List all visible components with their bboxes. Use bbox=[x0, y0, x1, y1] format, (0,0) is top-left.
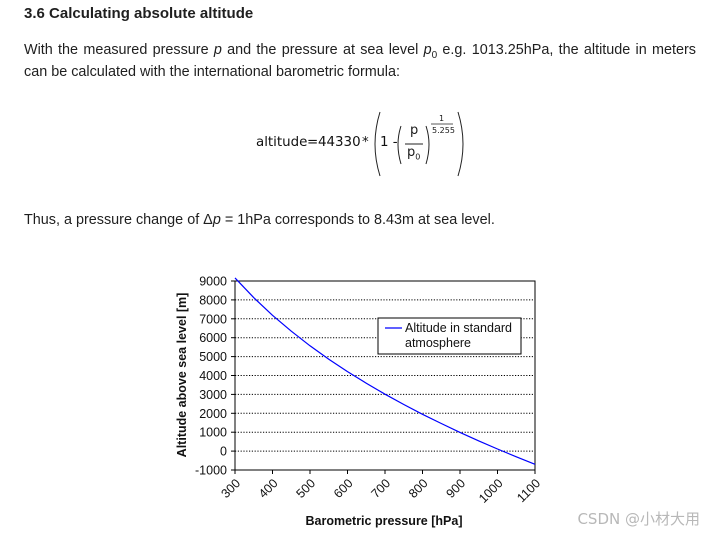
formula-numerator: p bbox=[410, 123, 419, 138]
formula-denominator-sub: 0 bbox=[415, 152, 421, 162]
intro-paragraph: With the measured pressure p and the pre… bbox=[24, 42, 696, 80]
pressure-change-sentence: Thus, a pressure change of Δp = 1hPa cor… bbox=[24, 212, 495, 228]
intro-text-1: With the measured pressure bbox=[24, 42, 214, 58]
intro-text-2: and the pressure at sea level bbox=[221, 42, 424, 58]
y-tick-label: 5000 bbox=[199, 350, 227, 364]
formula-times: * bbox=[362, 135, 369, 150]
series-line-altitude bbox=[234, 277, 536, 465]
y-axis-label: Altitude above sea level [m] bbox=[175, 293, 189, 458]
x-tick-label: 500 bbox=[293, 476, 318, 501]
legend-box bbox=[377, 317, 522, 355]
y-tick-label: 2000 bbox=[199, 407, 227, 421]
formula-coefficient: 44330 bbox=[318, 135, 361, 150]
y-axis-ticks: 9000 8000 7000 6000 5000 4000 3000 2000 1000 0 -10… bbox=[195, 275, 235, 478]
x-tick-label: 800 bbox=[406, 476, 431, 501]
y-tick-label: 7000 bbox=[199, 312, 227, 326]
var-p0: p bbox=[423, 42, 432, 58]
x-axis-label: Barometric pressure [hPa] bbox=[305, 514, 462, 528]
y-tick-label: 3000 bbox=[199, 388, 227, 402]
formula-equals: = bbox=[307, 135, 319, 150]
sentence-text-2: = 1hPa corresponds to 8.43m at sea level… bbox=[220, 212, 495, 228]
y-tick-label: -1000 bbox=[195, 464, 227, 478]
exponent-numerator: 1 bbox=[439, 114, 445, 123]
y-tick-label: 8000 bbox=[199, 293, 227, 307]
csdn-watermark: CSDN @小材大用 bbox=[577, 510, 700, 528]
y-tick-label: 6000 bbox=[199, 331, 227, 345]
formula-brackets bbox=[374, 111, 464, 177]
y-tick-label: 0 bbox=[220, 445, 227, 459]
y-tick-label: 4000 bbox=[199, 369, 227, 383]
chart-legend: Altitude in standard atmosphere bbox=[377, 317, 522, 355]
x-axis-ticks: 300 400 500 600 700 800 900 1000 1100 bbox=[218, 470, 543, 506]
x-tick-label: 300 bbox=[218, 476, 243, 501]
x-tick-label: 900 bbox=[443, 476, 468, 501]
formula-one-minus: 1 - bbox=[380, 135, 398, 150]
var-p: p bbox=[213, 42, 222, 58]
x-tick-label: 1000 bbox=[476, 476, 506, 506]
legend-label: Altitude in standard atmosphere bbox=[405, 321, 516, 350]
var-p0-subscript: 0 bbox=[431, 49, 438, 61]
formula-lhs: altitude bbox=[256, 135, 308, 150]
y-tick-label: 1000 bbox=[199, 426, 227, 440]
x-tick-label: 400 bbox=[256, 476, 281, 501]
exponent-denominator: 5.255 bbox=[432, 126, 455, 135]
section-heading: 3.6 Calculating absolute altitude bbox=[24, 5, 254, 22]
formula-denominator-p: p bbox=[407, 145, 416, 160]
x-tick-label: 700 bbox=[368, 476, 393, 501]
sentence-text-1: Thus, a pressure change of Δ bbox=[24, 212, 213, 228]
y-tick-label: 9000 bbox=[199, 275, 227, 289]
barometric-formula: altitude = 44330 * 1 - p p0 1 5.255 bbox=[256, 108, 486, 180]
intro-text-3: e.g. 1013.25hPa, the altitude in meters … bbox=[24, 42, 696, 80]
x-tick-label: 600 bbox=[331, 476, 356, 501]
sentence-var-p: p bbox=[212, 212, 221, 228]
x-tick-label: 1100 bbox=[514, 476, 543, 505]
formula-denominator: p0 bbox=[407, 145, 420, 162]
